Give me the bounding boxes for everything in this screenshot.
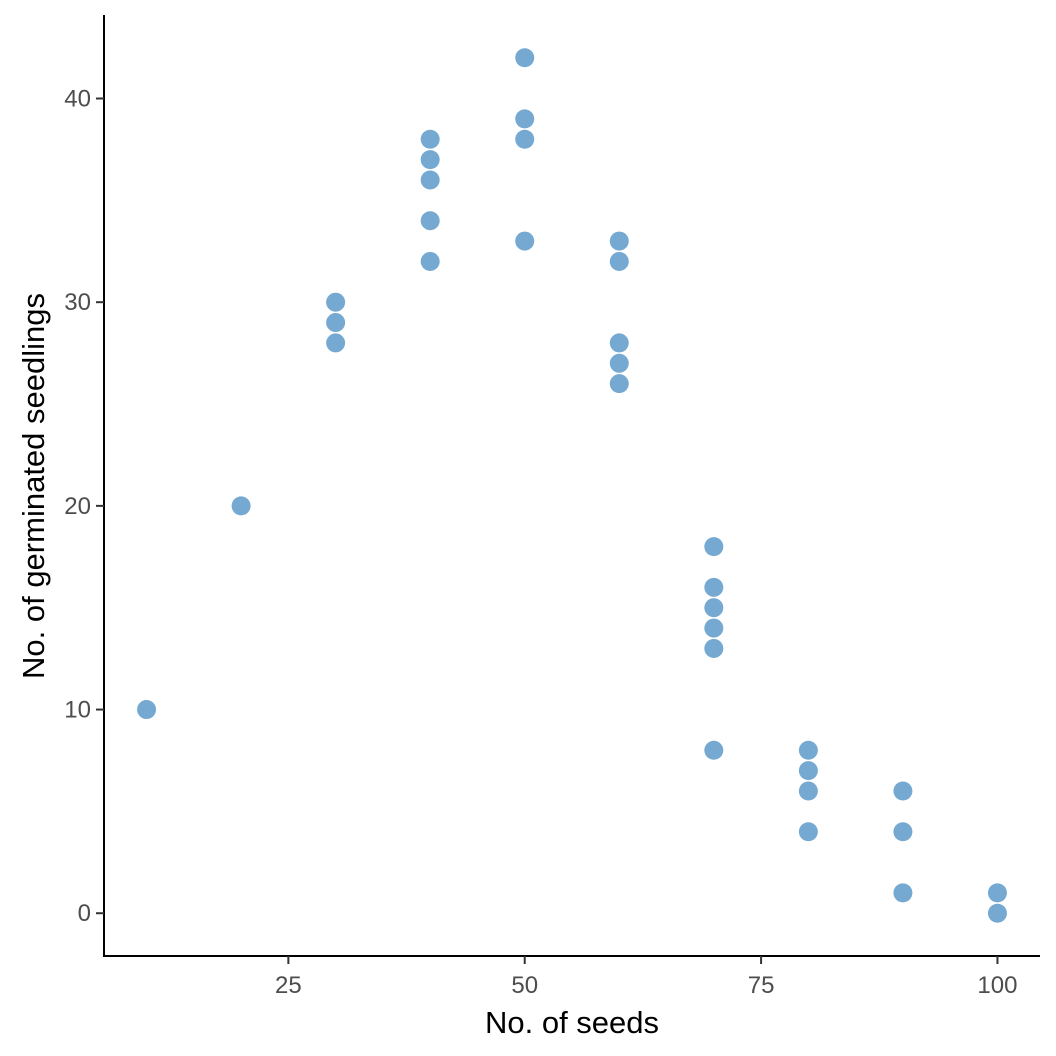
data-point <box>326 313 346 333</box>
data-point <box>987 903 1007 923</box>
points-layer <box>137 48 1007 923</box>
data-point <box>609 333 629 353</box>
data-point <box>420 129 440 149</box>
data-point <box>704 598 724 618</box>
data-point <box>515 109 535 129</box>
data-point <box>704 577 724 597</box>
data-point <box>798 781 818 801</box>
data-point <box>798 740 818 760</box>
data-point <box>515 129 535 149</box>
x-tick-label: 100 <box>977 972 1017 999</box>
x-tick-label: 50 <box>511 972 538 999</box>
y-tick-label: 30 <box>64 289 91 316</box>
data-point <box>798 761 818 781</box>
data-point <box>987 883 1007 903</box>
data-point <box>704 618 724 638</box>
data-point <box>609 353 629 373</box>
data-point <box>420 211 440 231</box>
data-point <box>609 251 629 271</box>
x-axis-title: No. of seeds <box>485 1005 659 1040</box>
data-point <box>137 700 157 720</box>
data-point <box>704 537 724 557</box>
data-point <box>704 740 724 760</box>
x-tick-label: 75 <box>748 972 775 999</box>
data-point <box>893 883 913 903</box>
data-point <box>893 781 913 801</box>
data-point <box>326 292 346 312</box>
data-point <box>420 170 440 190</box>
data-point <box>609 374 629 394</box>
y-tick-label: 40 <box>64 86 91 113</box>
data-point <box>704 638 724 658</box>
data-point <box>798 822 818 842</box>
data-point <box>893 822 913 842</box>
data-point <box>515 231 535 251</box>
data-point <box>609 231 629 251</box>
data-point <box>420 150 440 170</box>
data-point <box>515 48 535 68</box>
data-point <box>231 496 251 516</box>
y-axis-ticks: 0 10 20 30 40 <box>64 86 104 927</box>
x-tick-label: 25 <box>275 972 302 999</box>
y-tick-label: 20 <box>64 493 91 520</box>
y-axis-title: No. of germinated seedlings <box>16 293 51 679</box>
y-tick-label: 0 <box>78 900 91 927</box>
x-axis-ticks: 25 50 75 100 <box>275 956 1017 999</box>
data-point <box>326 333 346 353</box>
data-point <box>420 251 440 271</box>
y-tick-label: 10 <box>64 697 91 724</box>
